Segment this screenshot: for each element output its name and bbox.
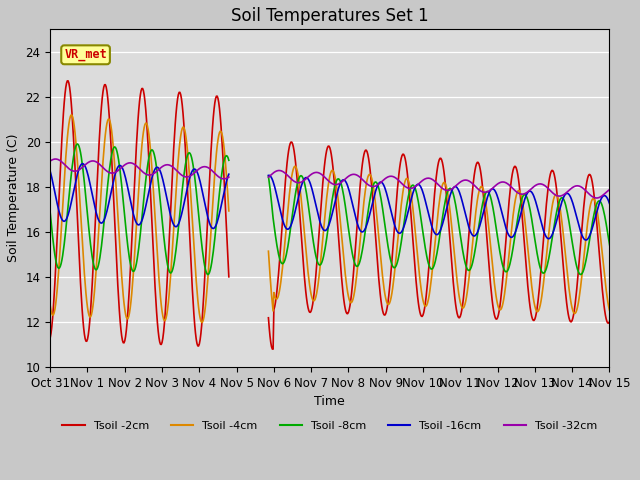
Tsoil -8cm bbox=[471, 248, 479, 253]
Tsoil -8cm bbox=[168, 270, 175, 276]
Tsoil -4cm bbox=[471, 216, 479, 222]
Tsoil -4cm bbox=[191, 267, 199, 273]
Line: Tsoil -16cm: Tsoil -16cm bbox=[50, 164, 610, 240]
Tsoil -32cm bbox=[471, 183, 479, 189]
Tsoil -16cm bbox=[46, 168, 54, 174]
Tsoil -32cm bbox=[168, 163, 175, 169]
Tsoil -2cm bbox=[168, 192, 175, 197]
Tsoil -8cm bbox=[191, 180, 199, 186]
Legend: Tsoil -2cm, Tsoil -4cm, Tsoil -8cm, Tsoil -16cm, Tsoil -32cm: Tsoil -2cm, Tsoil -4cm, Tsoil -8cm, Tsoi… bbox=[58, 417, 602, 435]
Tsoil -32cm bbox=[602, 190, 609, 196]
Tsoil -16cm bbox=[471, 233, 479, 239]
Tsoil -8cm bbox=[289, 205, 297, 211]
Tsoil -8cm bbox=[602, 217, 609, 223]
Tsoil -4cm bbox=[46, 303, 54, 309]
X-axis label: Time: Time bbox=[314, 395, 345, 408]
Tsoil -2cm bbox=[606, 317, 614, 323]
Tsoil -2cm bbox=[46, 335, 54, 340]
Tsoil -32cm bbox=[533, 181, 541, 187]
Tsoil -4cm bbox=[289, 166, 297, 172]
Tsoil -4cm bbox=[602, 281, 609, 287]
Tsoil -4cm bbox=[606, 310, 614, 315]
Tsoil -4cm bbox=[168, 262, 175, 268]
Tsoil -16cm bbox=[289, 216, 297, 221]
Line: Tsoil -32cm: Tsoil -32cm bbox=[50, 159, 610, 198]
Title: Soil Temperatures Set 1: Soil Temperatures Set 1 bbox=[231, 7, 429, 25]
Tsoil -16cm bbox=[606, 203, 614, 208]
Tsoil -4cm bbox=[533, 309, 541, 314]
Line: Tsoil -4cm: Tsoil -4cm bbox=[50, 115, 610, 323]
Tsoil -2cm bbox=[602, 312, 609, 318]
Y-axis label: Soil Temperature (C): Soil Temperature (C) bbox=[7, 134, 20, 263]
Tsoil -32cm bbox=[191, 169, 199, 175]
Line: Tsoil -8cm: Tsoil -8cm bbox=[50, 144, 610, 275]
Tsoil -16cm bbox=[168, 216, 175, 221]
Tsoil -2cm bbox=[191, 330, 199, 336]
Tsoil -16cm bbox=[533, 204, 541, 209]
Tsoil -8cm bbox=[46, 210, 54, 216]
Tsoil -16cm bbox=[602, 193, 609, 199]
Tsoil -16cm bbox=[191, 167, 199, 172]
Tsoil -32cm bbox=[46, 158, 54, 164]
Tsoil -8cm bbox=[533, 251, 541, 256]
Tsoil -2cm bbox=[289, 144, 297, 149]
Text: VR_met: VR_met bbox=[64, 48, 107, 61]
Tsoil -32cm bbox=[606, 186, 614, 192]
Line: Tsoil -2cm: Tsoil -2cm bbox=[50, 81, 610, 349]
Tsoil -32cm bbox=[289, 178, 297, 183]
Tsoil -8cm bbox=[606, 245, 614, 251]
Tsoil -2cm bbox=[533, 305, 541, 311]
Tsoil -2cm bbox=[471, 168, 479, 173]
